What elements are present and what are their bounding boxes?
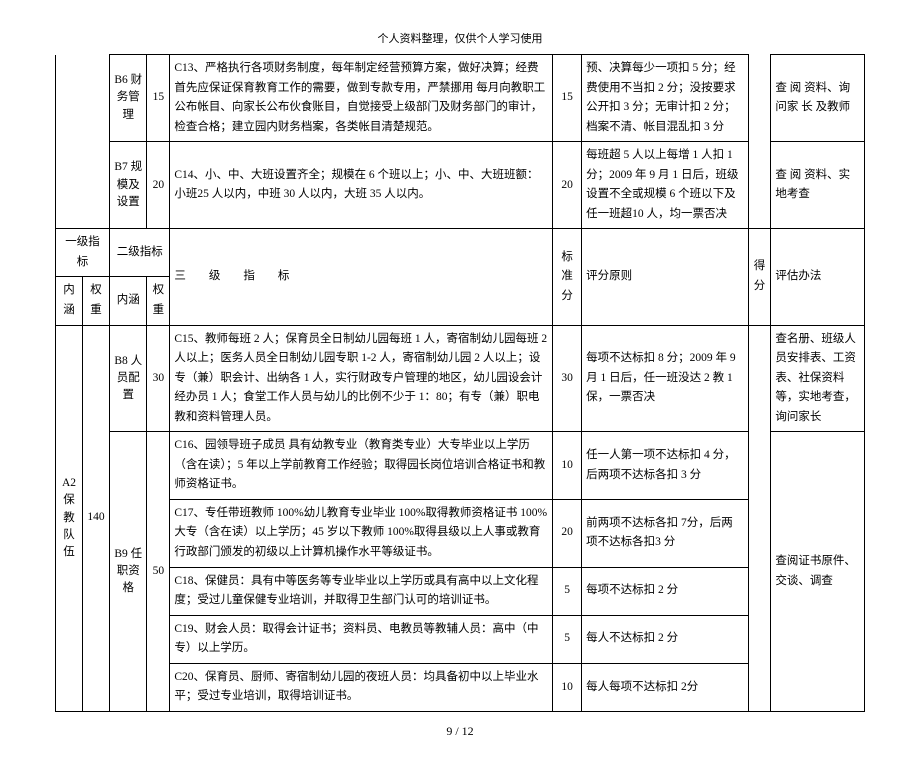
hdr-rule: 评分原则 [582,229,748,325]
c13-text: C13、严格执行各项财务制度，每年制定经营预算方案，做好决算；经费首先应保证保育… [170,55,553,142]
c13-score [748,55,771,142]
b6-code: B6 财务管理 [110,55,147,142]
c18-std: 5 [553,567,582,615]
c19-rule: 每人不达标扣 2 分 [582,615,748,663]
c19-std: 5 [553,615,582,663]
hdr-level2: 二级指标 [110,229,170,277]
c18-rule: 每项不达标扣 2 分 [582,567,748,615]
hdr-qz2: 权重 [147,277,170,325]
eval-table-body: A2 保教队伍 140 B8 人员配置 30 C15、教师每班 2 人；保育员全… [55,326,865,712]
eval-table-top: B6 财务管理 15 C13、严格执行各项财务制度，每年制定经营预算方案，做好决… [55,54,865,229]
c20-std: 10 [553,663,582,711]
c20-rule: 每人每项不达标扣 2分 [582,663,748,711]
c13-rule: 预、决算每少一项扣 5 分；经费使用不当扣 2 分；没按要求公开扣 3 分；无审… [582,55,748,142]
c15-text: C15、教师每班 2 人；保育员全日制幼儿园每班 1 人，寄宿制幼儿园每班 2人… [170,326,553,432]
c17-text: C17、专任带班教师 100%幼儿教育专业毕业 100%取得教师资格证书 100… [170,499,553,567]
hdr-level3: 三 级 指 标 [170,229,553,325]
b9-method: 查阅证书原件、交谈、调查 [771,432,865,712]
c16-text: C16、园领导班子成员 具有幼教专业（教育类专业）大专毕业以上学历（含在读）；5… [170,432,553,500]
blank-l1b [56,142,83,229]
c14-std: 20 [553,142,582,229]
b7-code: B7 规模及设置 [110,142,147,229]
c17-std: 20 [553,499,582,567]
b7-weight: 20 [147,142,170,229]
body-score [748,326,771,712]
blank-l2 [83,55,110,142]
a2-weight: 140 [83,326,110,712]
c16-rule: 任一人第一项不达标扣 4 分，后两项不达标各扣 3 分 [582,432,748,500]
c14-method: 查 阅 资料、实地考查 [771,142,865,229]
eval-table-header: 一级指标 二级指标 三 级 指 标 标准分 评分原则 得分 评估办法 内涵 权重… [55,229,865,325]
hdr-nh1: 内涵 [56,277,83,325]
blank-l1 [56,55,83,142]
b9-weight: 50 [147,432,170,712]
hdr-method: 评估办法 [771,229,865,325]
a2-code: A2 保教队伍 [56,326,83,712]
c15-std: 30 [553,326,582,432]
hdr-nh2: 内涵 [110,277,147,325]
c20-text: C20、保育员、厨师、寄宿制幼儿园的夜班人员：均具备初中以上毕业水平；受过专业培… [170,663,553,711]
hdr-level1: 一级指标 [56,229,110,277]
c15-rule: 每项不达标扣 8 分；2009 年 9 月 1 日后，任一班没达 2 教 1 保… [582,326,748,432]
c18-text: C18、保健员：具有中等医务等专业毕业以上学历或具有高中以上文化程度；受过儿童保… [170,567,553,615]
c14-text: C14、小、中、大班设置齐全；规模在 6 个班以上；小、中、大班班额：小班25 … [170,142,553,229]
c16-std: 10 [553,432,582,500]
b8-weight: 30 [147,326,170,432]
c13-std: 15 [553,55,582,142]
c13-method: 查 阅 资料、询问家 长 及教师 [771,55,865,142]
b8-code: B8 人员配置 [110,326,147,432]
b6-weight: 15 [147,55,170,142]
c17-rule: 前两项不达标各扣 7分，后两项不达标各扣3 分 [582,499,748,567]
page-footer: 9 / 12 [55,724,865,739]
b9-code: B9 任职资格 [110,432,147,712]
blank-l2b [83,142,110,229]
c15-method: 查名册、班级人员安排表、工资表、社保资料等，实地考查，询问家长 [771,326,865,432]
c14-score [748,142,771,229]
c19-text: C19、财会人员：取得会计证书；资料员、电教员等教辅人员：高中（中专）以上学历。 [170,615,553,663]
hdr-std: 标准分 [553,229,582,325]
hdr-qz1: 权重 [83,277,110,325]
c14-rule: 每班超 5 人以上每增 1 人扣 1 分；2009 年 9 月 1 日后，班级设… [582,142,748,229]
hdr-score: 得分 [748,229,771,325]
page-header: 个人资料整理，仅供个人学习使用 [55,30,865,46]
